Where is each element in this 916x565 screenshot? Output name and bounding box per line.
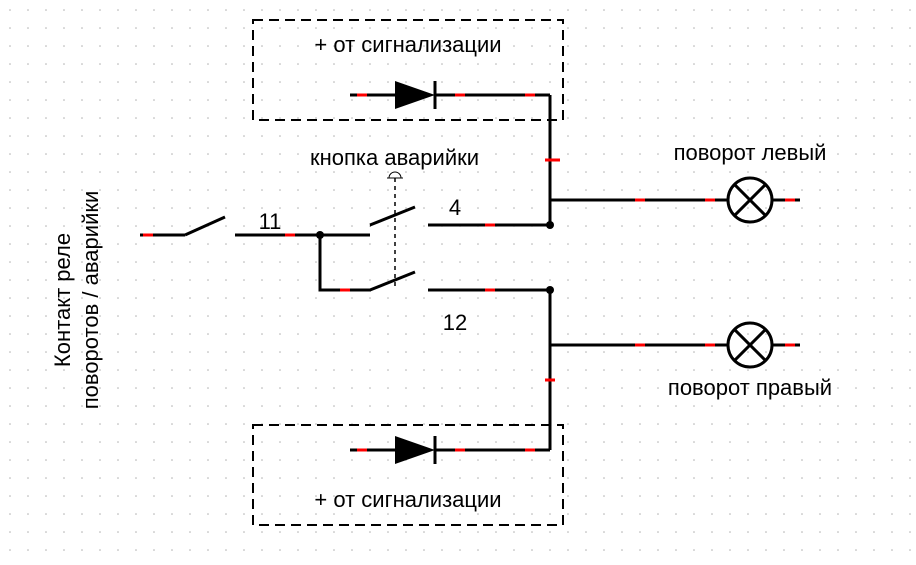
relay-contact (185, 217, 225, 235)
junction-node (316, 231, 324, 239)
turn-right-label: поворот правый (668, 375, 832, 400)
hazard-button-label: кнопка аварийки (310, 145, 479, 170)
diode-icon (395, 81, 435, 109)
hazard-switch-contact (370, 272, 415, 290)
wire (550, 200, 728, 225)
relay-caption-1: Контакт реле (50, 233, 75, 367)
pin-4-label: 4 (449, 195, 461, 220)
alarm-signal-label: + от сигнализации (314, 487, 501, 512)
relay-caption-2: поворотов / аварийки (78, 191, 103, 410)
pin-12-label: 12 (443, 310, 467, 335)
pin-11-label: 11 (259, 209, 282, 234)
junction-node (546, 286, 554, 294)
hazard-button-icon (387, 172, 403, 178)
wire (550, 290, 728, 345)
turn-left-label: поворот левый (674, 140, 827, 165)
diode-icon (395, 436, 435, 464)
hazard-switch-contact (370, 207, 415, 225)
wire (320, 235, 370, 290)
alarm-signal-label: + от сигнализации (314, 32, 501, 57)
junction-node (546, 221, 554, 229)
